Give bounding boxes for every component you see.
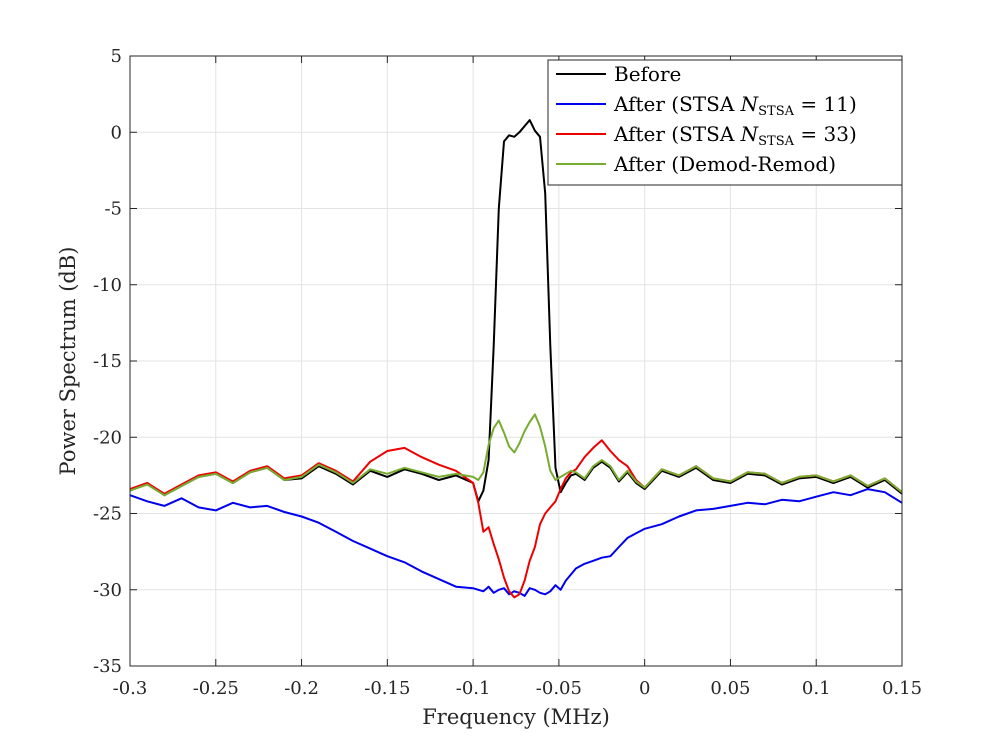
x-axis-label: Frequency (MHz): [422, 705, 610, 729]
x-tick-label: -0.25: [193, 678, 239, 699]
series-layer: [129, 119, 903, 599]
x-tick-label: -0.15: [364, 678, 410, 699]
legend-stsa33-eq: = 33): [794, 122, 857, 146]
series-line-before: [129, 119, 903, 503]
legend-label-stsa11: After (STSA NSTSA = 11): [613, 92, 857, 119]
legend-stsa33-n: N: [740, 122, 760, 146]
y-tick-label: -15: [93, 351, 122, 372]
y-tick-label: -25: [93, 504, 122, 525]
y-tick-label: -20: [93, 427, 122, 448]
y-tick-label: 0: [111, 122, 122, 143]
x-tick-label: 0.05: [710, 678, 750, 699]
x-tick-label: -0.05: [536, 678, 582, 699]
x-tick-label: 0: [639, 678, 650, 699]
y-tick-label: -5: [104, 199, 122, 220]
legend-box: [547, 59, 903, 186]
legend-stsa11-prefix: After (STSA: [613, 92, 741, 116]
series-line-stsa11: [129, 488, 903, 597]
legend-stsa11-eq: = 11): [794, 92, 857, 116]
legend-label-stsa33: After (STSA NSTSA = 33): [613, 122, 857, 149]
legend-stsa33-sub: STSA: [758, 134, 794, 149]
legend: Before After (STSA NSTSA = 11) After (ST…: [547, 59, 903, 186]
x-tick-label: 0.15: [882, 678, 922, 699]
legend-label-before: Before: [614, 62, 681, 86]
y-tick-label: -35: [93, 656, 122, 677]
y-tick-label: -10: [93, 275, 122, 296]
y-axis-label: Power Spectrum (dB): [56, 247, 80, 476]
series-line-demod: [129, 413, 903, 497]
legend-stsa11-sub: STSA: [758, 104, 794, 119]
tick-labels: -0.3 -0.25 -0.2 -0.15 -0.1 -0.05 0 0.05 0.1 0.15 5…: [93, 46, 922, 699]
legend-stsa33-prefix: After (STSA: [613, 122, 741, 146]
x-tick-label: -0.1: [456, 678, 491, 699]
y-tick-label: 5: [111, 46, 122, 67]
x-tick-label: 0.1: [802, 678, 831, 699]
legend-stsa11-n: N: [740, 92, 760, 116]
x-tick-label: -0.3: [113, 678, 148, 699]
legend-label-demod: After (Demod-Remod): [613, 152, 836, 176]
x-tick-label: -0.2: [284, 678, 319, 699]
ticks: [129, 55, 903, 667]
y-tick-label: -30: [93, 580, 122, 601]
